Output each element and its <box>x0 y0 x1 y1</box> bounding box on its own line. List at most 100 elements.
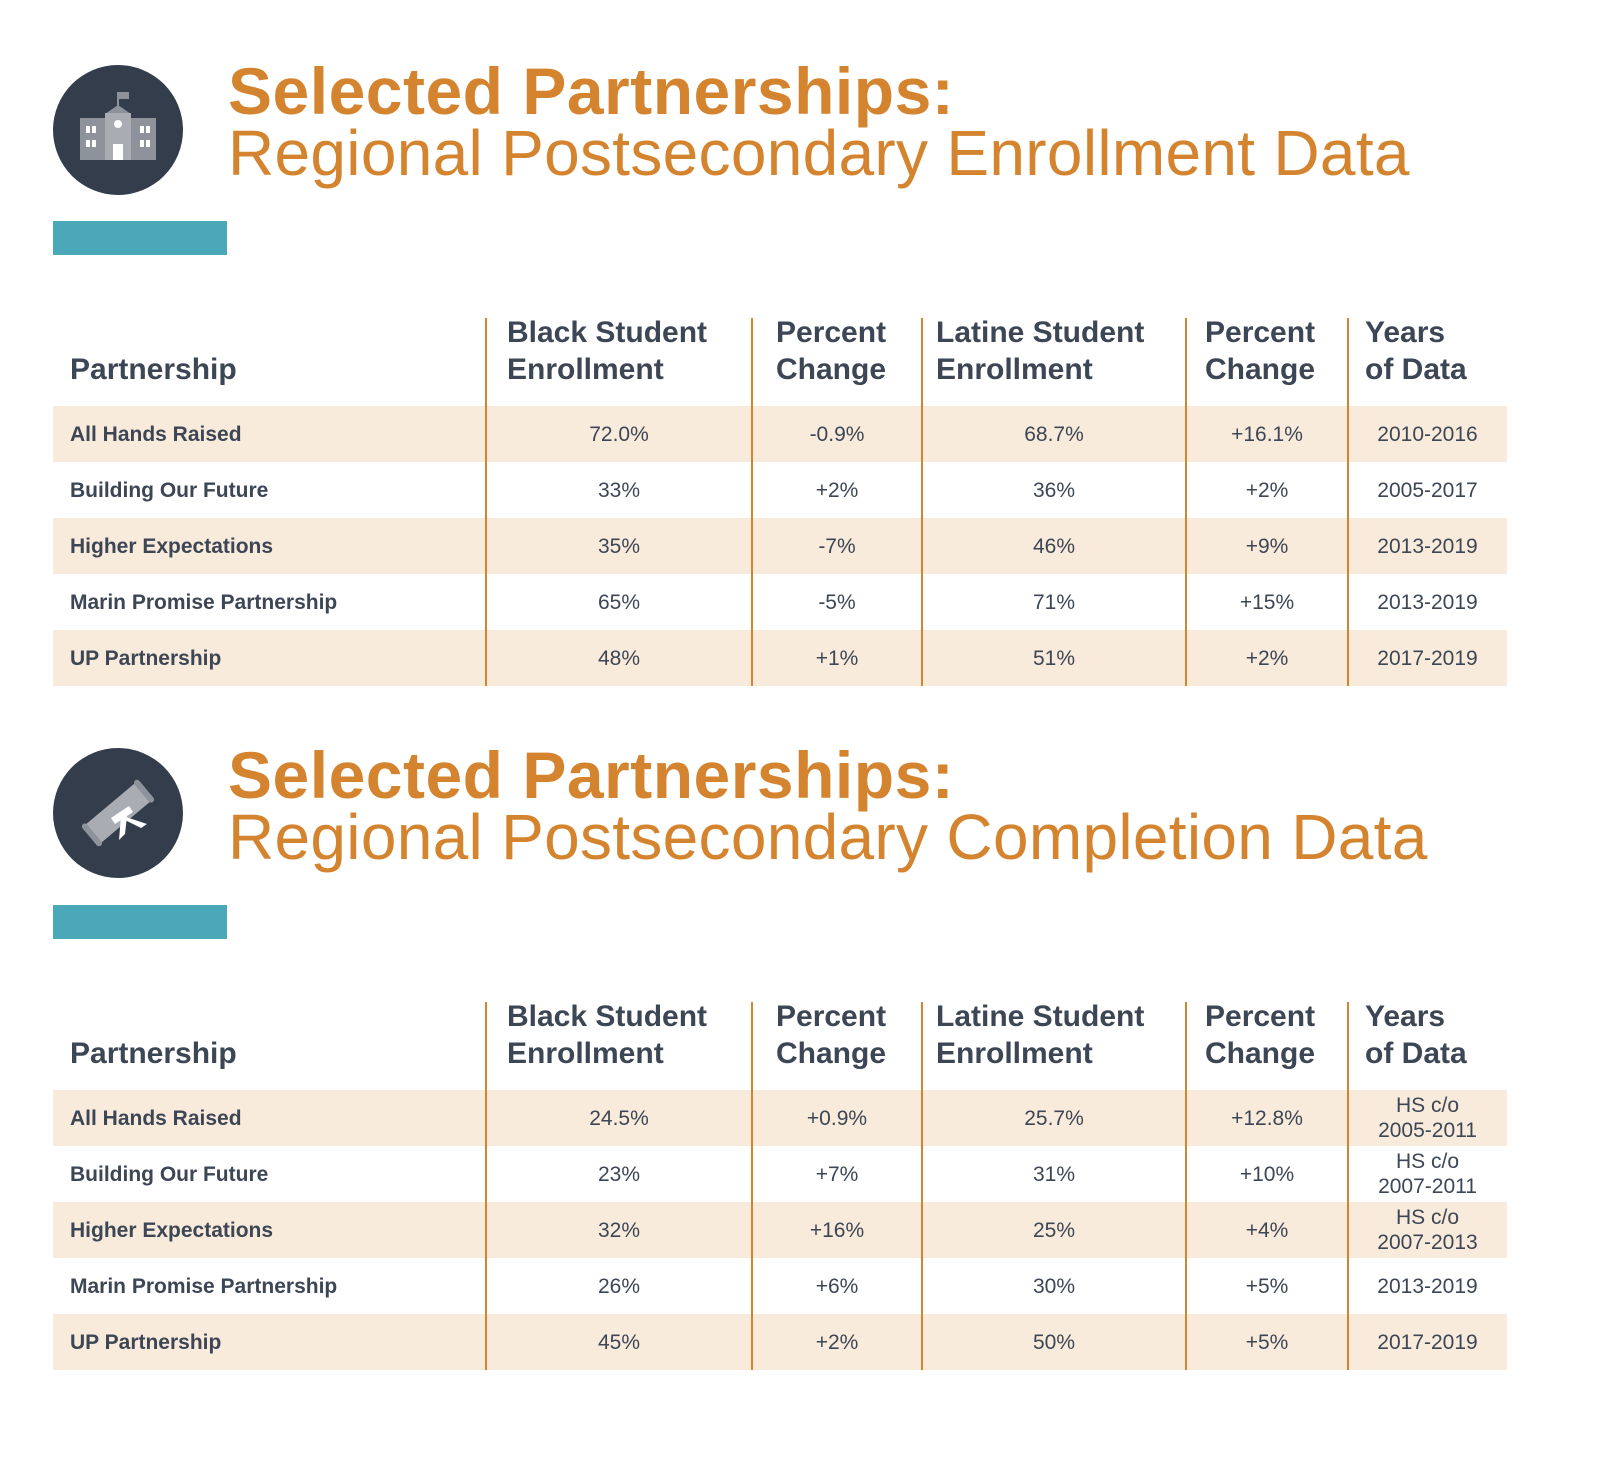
years-of-data: HS c/o 2007-2013 <box>1377 1206 1478 1254</box>
partnership-name: UP Partnership <box>70 1330 222 1354</box>
table-row: UP Partnership 48% +1% 51% +2% 2017-2019 <box>53 630 1507 686</box>
years-of-data: 2013-2019 <box>1377 1274 1478 1298</box>
latine-percent-change: +12.8% <box>1231 1106 1303 1130</box>
header-latine-percent-change: Percent Change <box>1205 316 1316 386</box>
table-row: Higher Expectations 35% -7% 46% +9% 2013… <box>53 518 1507 574</box>
header-black-enrollment: Black Student Enrollment <box>507 1000 708 1070</box>
black-percent-change: +2% <box>815 1330 859 1354</box>
black-percent-change: +0.9% <box>806 1106 868 1130</box>
column-divider <box>485 318 487 686</box>
black-completion: 32% <box>597 1218 641 1242</box>
column-divider <box>485 1002 487 1370</box>
accent-bar <box>53 221 227 255</box>
latine-enrollment: 46% <box>1032 534 1076 558</box>
header-partnership: Partnership <box>70 1037 237 1070</box>
header-years-of-data: Years of Data <box>1365 1000 1467 1070</box>
black-percent-change: +7% <box>815 1162 859 1186</box>
partnership-name: Building Our Future <box>70 1162 269 1186</box>
years-of-data: 2017-2019 <box>1377 1330 1478 1354</box>
years-of-data: 2010-2016 <box>1377 422 1478 446</box>
partnership-name: All Hands Raised <box>70 422 242 446</box>
header-partnership: Partnership <box>70 353 237 386</box>
title-line1: Selected Partnerships: <box>228 54 955 128</box>
accent-bar <box>53 905 227 939</box>
table-row: UP Partnership 45% +2% 50% +5% 2017-2019 <box>53 1314 1507 1370</box>
partnership-name: Marin Promise Partnership <box>70 1274 338 1298</box>
years-of-data: HS c/o 2007-2011 <box>1378 1150 1477 1198</box>
latine-completion: 30% <box>1032 1274 1076 1298</box>
table-row: Building Our Future 23% +7% 31% +10% HS … <box>53 1146 1507 1202</box>
header-years-of-data: Years of Data <box>1365 316 1467 386</box>
partnership-name: All Hands Raised <box>70 1106 242 1130</box>
latine-completion: 25% <box>1032 1218 1076 1242</box>
latine-percent-change: +4% <box>1245 1218 1289 1242</box>
black-percent-change: +16% <box>809 1218 865 1242</box>
latine-percent-change: +16.1% <box>1231 422 1303 446</box>
latine-enrollment: 71% <box>1032 590 1076 614</box>
black-percent-change: +1% <box>815 646 859 670</box>
latine-enrollment: 36% <box>1032 478 1076 502</box>
latine-completion: 25.7% <box>1024 1106 1084 1130</box>
latine-enrollment: 51% <box>1032 646 1076 670</box>
latine-percent-change: +15% <box>1239 590 1295 614</box>
partnership-name: Building Our Future <box>70 478 269 502</box>
latine-percent-change: +10% <box>1239 1162 1295 1186</box>
table-row: Higher Expectations 32% +16% 25% +4% HS … <box>53 1202 1507 1258</box>
table-row: Marin Promise Partnership 26% +6% 30% +5… <box>53 1258 1507 1314</box>
black-completion: 23% <box>597 1162 641 1186</box>
table-header: Partnership Black Student Enrollment Per… <box>53 310 1507 406</box>
black-percent-change: -0.9% <box>809 422 865 446</box>
black-percent-change: -5% <box>818 590 856 614</box>
column-divider <box>921 318 923 686</box>
header-black-enrollment: Black Student Enrollment <box>507 316 708 386</box>
black-percent-change: +6% <box>815 1274 859 1298</box>
black-enrollment: 65% <box>597 590 641 614</box>
latine-percent-change: +5% <box>1245 1330 1289 1354</box>
table-row: All Hands Raised 24.5% +0.9% 25.7% +12.8… <box>53 1090 1507 1146</box>
years-of-data: 2013-2019 <box>1377 534 1478 558</box>
black-enrollment: 72.0% <box>589 422 649 446</box>
enrollment-title: Selected Partnerships: Regional Postseco… <box>228 54 1410 189</box>
partnership-name: Higher Expectations <box>70 1218 274 1242</box>
school-building-icon <box>53 65 183 195</box>
table-row: Building Our Future 33% +2% 36% +2% 2005… <box>53 462 1507 518</box>
black-enrollment: 33% <box>597 478 641 502</box>
table-row: All Hands Raised 72.0% -0.9% 68.7% +16.1… <box>53 406 1507 462</box>
table-header: Partnership Black Student Enrollment Per… <box>53 994 1507 1090</box>
header-latine-enrollment: Latine Student Enrollment <box>936 1000 1145 1070</box>
completion-table: Partnership Black Student Enrollment Per… <box>53 994 1507 1370</box>
latine-completion: 50% <box>1032 1330 1076 1354</box>
latine-percent-change: +5% <box>1245 1274 1289 1298</box>
column-divider <box>751 1002 753 1370</box>
latine-percent-change: +2% <box>1245 478 1289 502</box>
black-percent-change: +2% <box>815 478 859 502</box>
partnership-name: Marin Promise Partnership <box>70 590 338 614</box>
years-of-data: 2017-2019 <box>1377 646 1478 670</box>
partnership-name: Higher Expectations <box>70 534 274 558</box>
enrollment-table: Partnership Black Student Enrollment Per… <box>53 310 1507 686</box>
black-completion: 45% <box>597 1330 641 1354</box>
black-enrollment: 35% <box>597 534 641 558</box>
completion-title: Selected Partnerships: Regional Postseco… <box>228 738 1428 873</box>
latine-enrollment: 68.7% <box>1024 422 1084 446</box>
latine-percent-change: +2% <box>1245 646 1289 670</box>
black-percent-change: -7% <box>818 534 856 558</box>
column-divider <box>1347 318 1349 686</box>
column-divider <box>751 318 753 686</box>
partnership-name: UP Partnership <box>70 646 222 670</box>
column-divider <box>921 1002 923 1370</box>
header-black-percent-change: Percent Change <box>776 1000 887 1070</box>
column-divider <box>1185 1002 1187 1370</box>
years-of-data: 2005-2017 <box>1377 478 1478 502</box>
black-enrollment: 48% <box>597 646 641 670</box>
black-completion: 26% <box>597 1274 641 1298</box>
title-line2: Regional Postsecondary Completion Data <box>228 801 1428 873</box>
title-line2: Regional Postsecondary Enrollment Data <box>228 117 1410 189</box>
diploma-scroll-icon <box>53 748 183 878</box>
column-divider <box>1185 318 1187 686</box>
latine-completion: 31% <box>1032 1162 1076 1186</box>
title-line1: Selected Partnerships: <box>228 738 955 812</box>
black-completion: 24.5% <box>589 1106 649 1130</box>
years-of-data: HS c/o 2005-2011 <box>1378 1094 1477 1142</box>
latine-percent-change: +9% <box>1245 534 1289 558</box>
